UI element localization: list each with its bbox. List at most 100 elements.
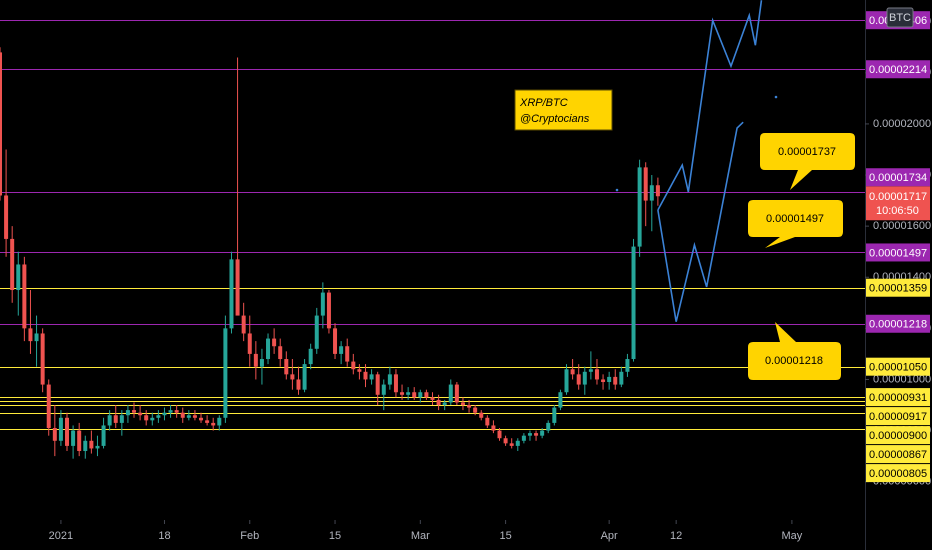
- candle-body: [375, 374, 380, 395]
- projection-dot: [774, 95, 778, 99]
- x-tick-label: 18: [158, 530, 170, 542]
- candle-body: [71, 430, 76, 446]
- candle-body: [89, 440, 94, 449]
- candle-body: [326, 292, 331, 329]
- candle-body: [546, 422, 551, 431]
- candle-body: [333, 328, 338, 354]
- candle-body: [77, 430, 82, 452]
- candle-body: [132, 410, 137, 413]
- note-line: @Cryptocians: [520, 113, 590, 125]
- candle-body: [223, 328, 228, 418]
- callout-text: 0.00001737: [778, 146, 836, 158]
- candle-body: [594, 369, 599, 380]
- level-label: 0.00001050: [869, 362, 927, 374]
- level-badge: [866, 357, 930, 376]
- candle-body: [534, 433, 539, 436]
- symbol-badge: BTC: [886, 7, 914, 28]
- y-tick-label: 0.00001600: [873, 220, 931, 232]
- level-label: 0.00000867: [869, 449, 927, 461]
- callout: 0.00001497: [748, 200, 843, 248]
- candle-body: [454, 384, 459, 403]
- candle-body: [491, 425, 496, 431]
- candle-body: [625, 359, 630, 372]
- last-price-badge: [866, 186, 930, 221]
- countdown-label: 10:06:50: [876, 205, 919, 217]
- level-badge: [866, 168, 930, 187]
- callout-bubble: [748, 322, 841, 380]
- candle-body: [582, 371, 587, 385]
- level-badge: [866, 278, 930, 297]
- projection-dot: [615, 188, 619, 192]
- x-tick-label: 2021: [49, 530, 73, 542]
- level-label: 0.00001359: [869, 283, 927, 295]
- candle-body: [205, 420, 210, 423]
- callout: 0.00001737: [760, 133, 855, 190]
- candle-body: [637, 167, 642, 247]
- candle-body: [387, 374, 392, 385]
- time-axis: 2021 18 Feb 15 Mar 15 Apr 12 May: [49, 520, 803, 542]
- candle-body: [247, 333, 252, 354]
- candle-body: [284, 359, 289, 375]
- candle-body: [345, 346, 350, 362]
- candle-body: [576, 374, 581, 385]
- candle-body: [540, 430, 545, 436]
- callout: 0.00001218: [748, 322, 841, 380]
- candle-body: [363, 371, 368, 380]
- symbol-text: BTC: [889, 12, 911, 24]
- candle-body: [497, 430, 502, 439]
- projection-line: [657, 0, 763, 211]
- candle-body: [278, 346, 283, 360]
- level-badge: [866, 445, 930, 464]
- candle-body: [473, 407, 478, 413]
- candle-body: [4, 195, 9, 239]
- candle-body: [430, 397, 435, 400]
- candle-body: [467, 405, 472, 408]
- level-label: 0.00000805: [869, 468, 927, 480]
- candle-body: [192, 415, 197, 418]
- y-tick-label: 0.00002000: [873, 118, 931, 130]
- level-badge: [866, 60, 930, 79]
- candle-body: [95, 445, 100, 449]
- projection-line: [657, 121, 744, 322]
- level-badge: [866, 388, 930, 407]
- candle-body: [393, 374, 398, 393]
- candle-body: [619, 371, 624, 385]
- candle-body: [253, 353, 258, 367]
- last-price-label: 0.00001717: [869, 191, 927, 203]
- candle-body: [631, 246, 636, 360]
- candle-body: [259, 359, 264, 367]
- candle-body: [211, 422, 216, 426]
- candle-body: [479, 412, 484, 418]
- candle-body: [509, 443, 514, 446]
- candle-body: [643, 167, 648, 201]
- candle-body: [314, 315, 319, 349]
- candle-body: [381, 384, 386, 395]
- candle-body: [162, 412, 167, 416]
- candle-body: [113, 415, 118, 423]
- candle-body: [527, 433, 532, 436]
- level-badge: [866, 314, 930, 333]
- level-label: 0.00001218: [869, 319, 927, 331]
- x-tick-label: 15: [329, 530, 341, 542]
- candle-body: [0, 52, 2, 196]
- candle-body: [485, 417, 490, 426]
- candles: [0, 47, 660, 459]
- candle-body: [302, 364, 307, 390]
- candle-body: [125, 410, 130, 416]
- candle-body: [217, 417, 222, 426]
- level-label: 0.00001734: [869, 172, 927, 184]
- level-badge: [866, 407, 930, 426]
- candle-body: [40, 333, 45, 385]
- candle-body: [156, 415, 161, 418]
- candle-body: [503, 438, 508, 444]
- note: XRP/BTC @Cryptocians: [514, 89, 613, 131]
- candle-body: [424, 392, 429, 398]
- candle-body: [58, 417, 63, 441]
- candle-body: [369, 374, 374, 380]
- candle-body: [552, 407, 557, 423]
- candle-body: [22, 264, 27, 329]
- candle-body: [412, 392, 417, 398]
- candle-body: [199, 417, 204, 421]
- candle-body: [16, 264, 21, 291]
